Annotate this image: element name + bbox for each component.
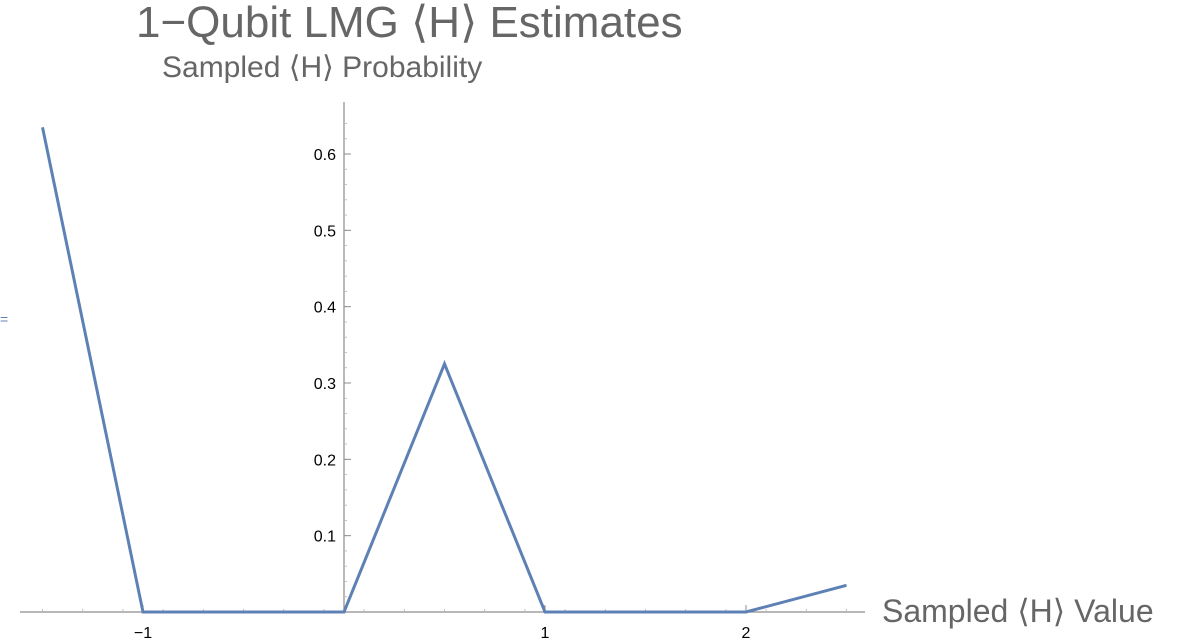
ticks: −1 1 2 0.1 0.2 0.3 0.4 0.5 0.6 [42, 123, 847, 642]
y-tick-label: 0.3 [314, 376, 336, 393]
x-tick-label: 1 [541, 625, 550, 642]
x-tick-label: 2 [742, 625, 751, 642]
y-tick-label: 0.5 [314, 223, 336, 240]
series-line [41, 126, 847, 614]
legend-marker: = [0, 311, 8, 327]
series-layer [41, 126, 847, 614]
y-tick-label: 0.1 [314, 529, 336, 546]
x-axis-label: Sampled ⟨H⟩ Value [882, 593, 1154, 629]
y-tick-label: 0.6 [314, 147, 336, 164]
y-tick-label: 0.4 [314, 300, 336, 317]
chart-title: 1−Qubit LMG ⟨H⟩ Estimates [136, 0, 683, 47]
x-tick-label: −1 [134, 625, 152, 642]
y-tick-label: 0.2 [314, 452, 336, 469]
chart-subtitle: Sampled ⟨H⟩ Probability [162, 51, 482, 84]
axes [20, 102, 865, 613]
